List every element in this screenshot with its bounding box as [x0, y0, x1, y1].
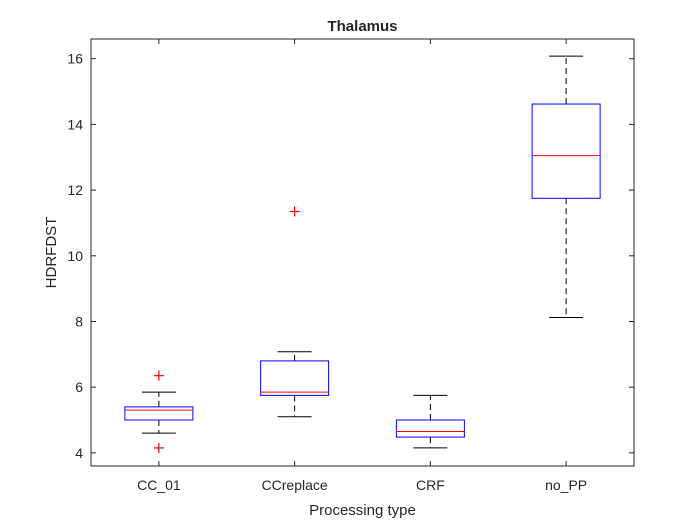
y-tick-label: 10 — [67, 248, 83, 264]
box-iqr — [531, 103, 601, 199]
x-tick-label: CC_01 — [137, 477, 181, 493]
x-tick-label: no_PP — [545, 477, 587, 493]
y-axis-label: HDRFDST — [43, 217, 60, 289]
x-tick-label: CRF — [416, 477, 445, 493]
y-tick-label: 8 — [75, 313, 83, 329]
plot-area — [90, 38, 635, 467]
box-series — [124, 55, 601, 453]
outlier-marker — [153, 370, 164, 381]
x-axis-label: Processing type — [309, 502, 416, 519]
box-iqr — [124, 406, 194, 421]
axis-ticks: 4 6 8 10 12 14 16 CC_01 CCreplace CRF no_PP — [67, 39, 634, 493]
outlier-marker — [153, 442, 164, 453]
y-tick-label: 14 — [67, 116, 83, 132]
box-iqr — [260, 360, 330, 396]
x-tick-label: CCreplace — [262, 477, 328, 493]
y-tick-label: 12 — [67, 182, 83, 198]
box-iqr — [395, 419, 465, 438]
y-tick-label: 4 — [75, 445, 83, 461]
y-tick-label: 6 — [75, 379, 83, 395]
y-tick-label: 16 — [67, 51, 83, 67]
outlier-marker — [289, 206, 300, 217]
chart-title: Thalamus — [327, 18, 397, 35]
